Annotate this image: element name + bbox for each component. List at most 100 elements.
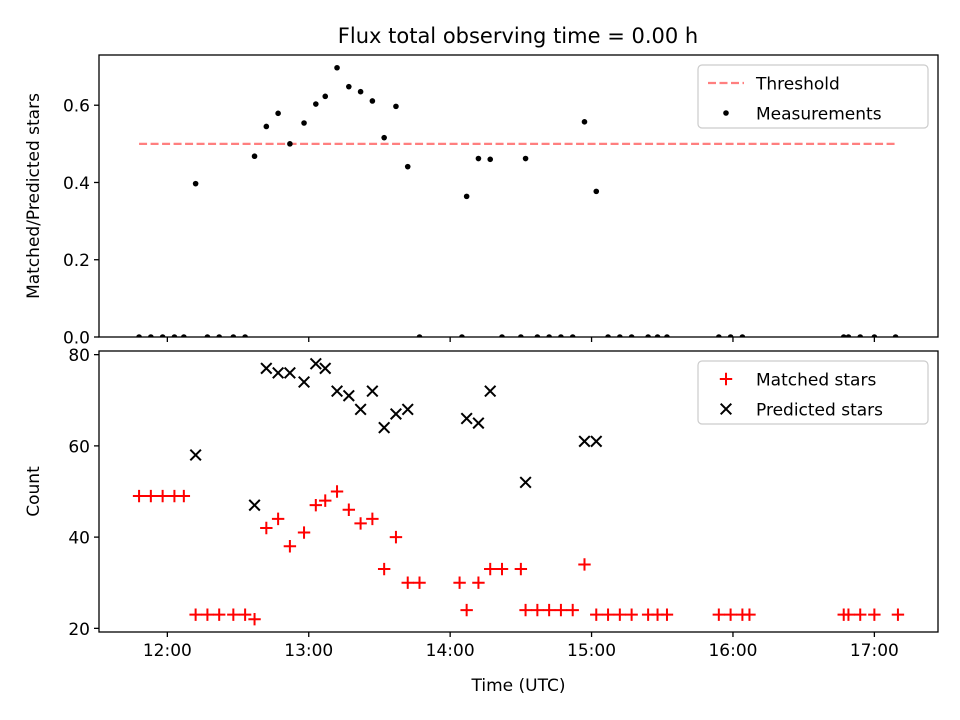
measurements-point-39	[617, 334, 623, 337]
measurements-point-31	[522, 155, 529, 162]
measurements-point-29	[499, 334, 505, 337]
matched-stars-point-22	[389, 530, 403, 544]
matched-stars-point-24	[413, 576, 426, 589]
measurements-point-15	[313, 101, 319, 107]
measurements-point-42	[654, 334, 661, 337]
matched-stars-point-5	[189, 608, 202, 621]
top-panel: 0.0 0.2 0.4 0.6 Matched/Predicted stars Thre…	[24, 54, 939, 349]
matched-stars-point-50	[854, 608, 867, 621]
matched-stars-point-6	[201, 608, 214, 621]
measurements-point-17	[334, 64, 340, 71]
predicted-stars-point-17	[484, 385, 497, 398]
bottom-legend: Matched stars Predicted stars	[697, 360, 929, 425]
measurements-point-43	[664, 334, 670, 337]
bottom-ytick-label-3: 80	[68, 346, 90, 366]
measurements-point-28	[487, 156, 494, 163]
bottom-legend-predicted-stars-label: Predicted stars	[756, 401, 883, 421]
measurements-point-2	[159, 334, 166, 337]
matched-stars-point-2	[156, 489, 169, 503]
measurements-point-4	[181, 334, 187, 337]
matched-stars-point-21	[377, 562, 391, 576]
matched-stars-point-25	[453, 576, 466, 589]
chart-title: Flux total observing time = 0.00 h	[338, 24, 698, 48]
matched-stars-point-16	[319, 494, 332, 507]
top-legend-measurements-handle	[723, 110, 729, 116]
measurements-point-35	[569, 334, 576, 337]
bottom-xtick-label-0: 12:00	[143, 641, 192, 661]
measurements-point-23	[404, 163, 411, 170]
measurements-point-19	[357, 88, 364, 95]
measurements-point-25	[459, 334, 465, 337]
measurements-point-3	[171, 334, 178, 337]
measurements-point-13	[287, 141, 293, 147]
matched-stars-point-39	[613, 608, 627, 621]
top-ytick-label-2: 0.4	[63, 174, 90, 194]
matched-stars-point-49	[842, 608, 855, 621]
measurements-point-32	[534, 334, 541, 337]
measurements-point-48	[845, 334, 852, 337]
matched-stars-point-51	[868, 608, 881, 621]
bottom-xlabel: Time (UTC)	[471, 676, 566, 696]
matched-stars-point-26	[460, 603, 473, 617]
matched-stars-point-30	[514, 562, 528, 576]
measurements-point-33	[546, 334, 552, 337]
predicted-stars-point-11	[366, 385, 379, 398]
top-ylabel: Matched/Predicted stars	[24, 93, 44, 299]
matched-stars-point-27	[472, 576, 485, 589]
measurements-point-45	[727, 334, 734, 337]
matched-stars-point-47	[743, 608, 756, 621]
predicted-stars-point-3	[272, 366, 285, 379]
predicted-stars-point-5	[298, 376, 311, 389]
matched-stars-point-17	[330, 485, 344, 498]
predicted-stars-point-12	[378, 421, 391, 434]
bottom-legend-box	[697, 360, 929, 425]
predicted-stars-point-8	[331, 385, 344, 398]
measurements-point-36	[581, 119, 588, 125]
bottom-xtick-label-4: 16:00	[708, 641, 757, 661]
measurements-point-10	[251, 153, 258, 160]
matched-stars-point-36	[578, 558, 591, 571]
measurements-point-16	[322, 93, 329, 100]
matched-stars-point-29	[495, 562, 509, 576]
predicted-stars-point-18	[519, 476, 532, 489]
measurements-point-26	[463, 193, 470, 200]
matched-stars-point-31	[519, 603, 532, 617]
bottom-plot-marks	[132, 357, 905, 626]
matched-stars-point-34	[554, 603, 568, 617]
measurements-point-0	[136, 334, 142, 337]
predicted-stars-point-1	[248, 499, 261, 512]
matched-stars-point-33	[542, 603, 556, 617]
matched-stars-point-4	[177, 489, 191, 503]
predicted-stars-point-16	[472, 417, 485, 430]
matched-stars-point-7	[212, 608, 226, 621]
predicted-stars-point-9	[342, 389, 355, 402]
matched-stars-point-9	[238, 608, 252, 621]
matched-stars-point-35	[566, 603, 579, 617]
bottom-xtick-label-5: 17:00	[850, 641, 899, 661]
measurements-point-18	[346, 83, 352, 90]
matched-stars-point-44	[712, 608, 726, 621]
measurements-point-14	[301, 120, 307, 126]
measurements-point-6	[204, 334, 211, 337]
predicted-stars-point-4	[283, 366, 296, 379]
top-axes: 0.0 0.2 0.4 0.6 Matched/Predicted stars	[24, 54, 939, 349]
measurements-point-44	[716, 334, 722, 337]
bottom-xtick-label-1: 13:00	[284, 641, 333, 661]
measurements-point-49	[857, 334, 864, 337]
top-ytick-label-3: 0.6	[63, 97, 90, 117]
measurements-point-5	[192, 180, 199, 187]
bottom-xtick-label-2: 14:00	[426, 641, 475, 661]
measurements-point-7	[216, 334, 222, 337]
matched-stars-point-23	[401, 576, 414, 589]
measurements-point-30	[518, 334, 524, 337]
bottom-ylabel: Count	[24, 466, 44, 517]
matched-stars-point-43	[660, 608, 674, 621]
matched-stars-point-14	[297, 526, 311, 539]
measurements-point-8	[230, 334, 237, 337]
measurements-point-34	[558, 334, 564, 337]
measurements-point-51	[892, 334, 899, 337]
top-legend-measurements-label: Measurements	[756, 105, 882, 125]
matched-stars-point-40	[625, 608, 638, 621]
predicted-stars-point-6	[309, 357, 322, 370]
bottom-legend-matched-stars-handle	[719, 372, 733, 386]
